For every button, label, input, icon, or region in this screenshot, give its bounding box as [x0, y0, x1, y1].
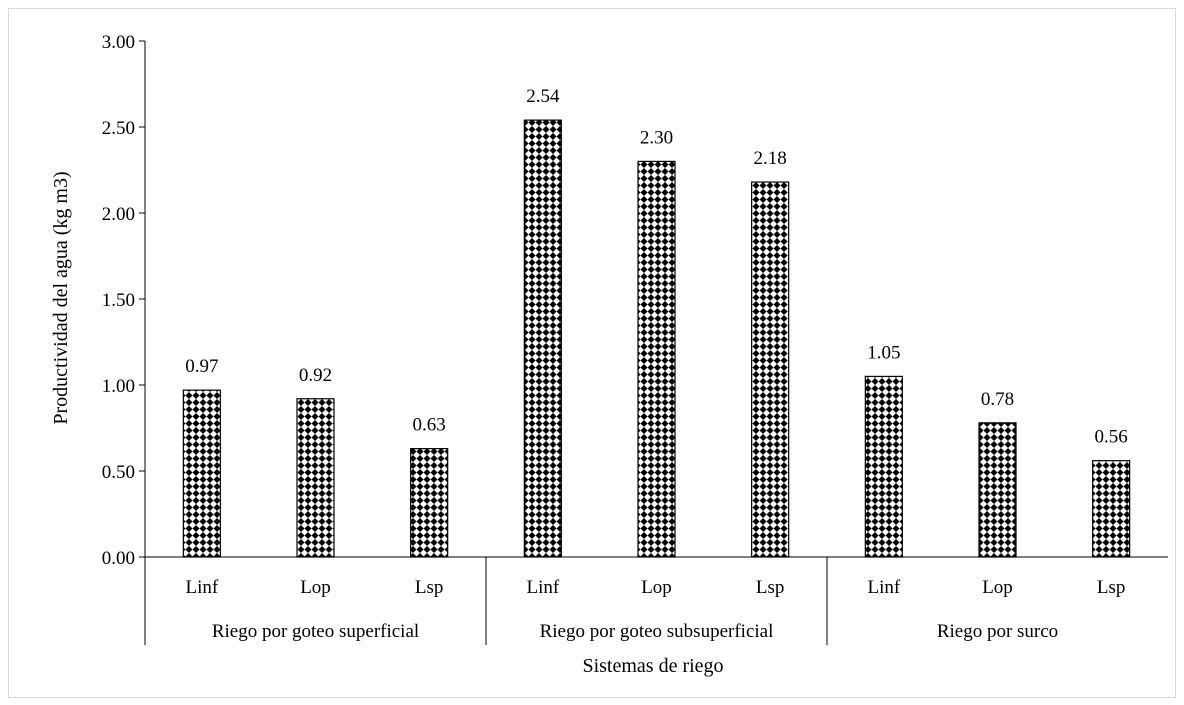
bar-data-label: 0.56 — [1095, 427, 1128, 448]
x-group-label: Riego por goteo subsuperficial — [540, 621, 774, 642]
chart-frame — [8, 8, 1176, 698]
y-tick-label: 0.00 — [102, 548, 135, 569]
x-category-label: Lsp — [415, 577, 444, 598]
x-category-label: Linf — [867, 577, 900, 598]
x-group-label: Riego por goteo superficial — [212, 621, 419, 642]
x-group-label: Riego por surco — [937, 621, 1058, 642]
bar-data-label: 0.63 — [413, 415, 446, 436]
y-tick-label: 0.50 — [102, 462, 135, 483]
bar — [296, 398, 335, 558]
y-tick-label: 2.50 — [102, 118, 135, 139]
y-axis: 0.00 0.50 1.00 1.50 2.00 2.50 3.00 — [102, 32, 146, 569]
x-category-label: Lop — [982, 577, 1013, 598]
x-axis: Linf Lop Lsp Riego por goteo superficial Lin… — [144, 556, 1168, 645]
bars: 0.97 0.92 0.63 2.54 2.30 2.18 1.05 0.78 0.56 — [182, 86, 1131, 558]
bar-data-label: 0.92 — [299, 365, 332, 386]
bar-data-label: 0.78 — [981, 389, 1014, 410]
bar-data-label: 2.30 — [640, 127, 673, 148]
bar-data-label: 0.97 — [185, 356, 218, 377]
y-tick-label: 2.00 — [102, 204, 135, 225]
x-category-label: Linf — [526, 577, 559, 598]
x-category-label: Lsp — [1097, 577, 1126, 598]
y-axis-title: Productividad del agua (kg m3) — [50, 171, 72, 424]
y-tick-label: 3.00 — [102, 32, 135, 53]
bar — [523, 119, 562, 558]
bar — [864, 375, 903, 558]
x-category-label: Lsp — [756, 577, 785, 598]
y-tick-label: 1.00 — [102, 376, 135, 397]
y-tick-label: 1.50 — [102, 290, 135, 311]
bar — [978, 422, 1017, 558]
bar-data-label: 2.18 — [754, 148, 787, 169]
bar-data-label: 1.05 — [867, 342, 900, 363]
bar — [410, 448, 449, 558]
x-category-label: Lop — [300, 577, 331, 598]
x-axis-title: Sistemas de riego — [582, 655, 723, 677]
x-category-label: Lop — [641, 577, 672, 598]
bar — [637, 160, 676, 558]
bar — [751, 181, 790, 558]
x-category-label: Linf — [185, 577, 218, 598]
bar — [1092, 460, 1131, 558]
bar — [182, 389, 221, 558]
bar-data-label: 2.54 — [526, 86, 560, 107]
